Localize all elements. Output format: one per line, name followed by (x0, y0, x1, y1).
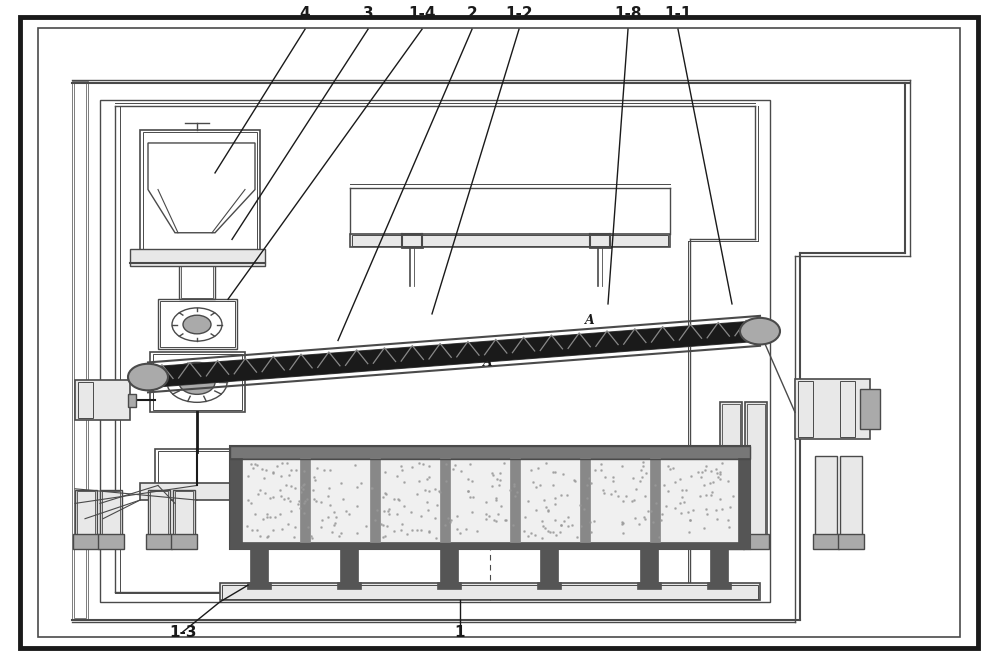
Bar (352, 235, 668, 246)
Bar (840, 381, 855, 437)
Bar (650, 458, 660, 542)
Circle shape (183, 315, 211, 334)
Bar (220, 583, 760, 600)
Bar (230, 542, 750, 549)
Bar (74, 82, 86, 618)
Bar (148, 490, 170, 535)
Bar (150, 352, 245, 412)
Bar (140, 483, 260, 500)
Bar (337, 582, 361, 589)
Bar (128, 394, 136, 407)
Bar (840, 456, 862, 535)
Bar (722, 404, 740, 534)
Bar (370, 458, 380, 542)
Text: A: A (585, 314, 595, 327)
Bar (72, 81, 88, 620)
Bar (181, 257, 213, 298)
Bar (720, 402, 742, 535)
Text: 1-1: 1-1 (664, 6, 692, 21)
Bar (230, 446, 750, 549)
Bar (171, 534, 197, 549)
Bar (158, 299, 237, 349)
Bar (150, 491, 168, 534)
Bar (813, 534, 839, 549)
Bar (158, 451, 237, 483)
Text: 2: 2 (467, 6, 477, 21)
Text: 4: 4 (300, 6, 310, 21)
Bar (78, 382, 93, 418)
Bar (340, 547, 358, 585)
Bar (102, 491, 120, 534)
Bar (98, 534, 124, 549)
Bar (160, 301, 235, 347)
Bar (437, 582, 461, 589)
Bar (300, 458, 310, 542)
Bar (250, 547, 268, 585)
Bar (77, 491, 95, 534)
Bar (440, 547, 458, 585)
Bar (230, 446, 750, 458)
Text: 1-8: 1-8 (614, 6, 642, 21)
Circle shape (128, 364, 168, 390)
Bar (540, 547, 558, 585)
Bar (130, 249, 265, 266)
Text: 1-3: 1-3 (169, 624, 197, 640)
Bar (222, 585, 758, 598)
Bar (146, 534, 172, 549)
Bar (143, 132, 257, 254)
Bar (230, 446, 242, 549)
Text: 3: 3 (363, 6, 373, 21)
Text: 1-2: 1-2 (505, 6, 533, 21)
Bar (745, 402, 767, 535)
Bar (795, 379, 870, 439)
Bar (707, 582, 731, 589)
Bar (440, 458, 450, 542)
Bar (173, 490, 195, 535)
Bar (710, 547, 728, 585)
Bar (580, 458, 590, 542)
Bar (838, 534, 864, 549)
Bar (537, 582, 561, 589)
Bar (798, 381, 813, 437)
Circle shape (740, 318, 780, 344)
Bar (100, 490, 122, 535)
Bar (153, 354, 242, 410)
Bar (247, 582, 271, 589)
Bar (738, 446, 750, 549)
Bar (175, 491, 193, 534)
Bar (155, 449, 240, 485)
Bar (75, 380, 130, 420)
Bar (815, 456, 837, 535)
Bar (73, 534, 99, 549)
Bar (140, 130, 260, 256)
Bar (747, 404, 765, 534)
Bar (100, 100, 770, 602)
Text: A': A' (483, 356, 497, 369)
Circle shape (179, 370, 215, 394)
Text: 1: 1 (455, 624, 465, 640)
Bar (860, 389, 880, 429)
Bar (637, 582, 661, 589)
Bar (75, 490, 97, 535)
Bar (640, 547, 658, 585)
Bar (350, 234, 670, 247)
Bar (718, 534, 744, 549)
Bar (179, 256, 215, 299)
Polygon shape (148, 321, 760, 388)
Bar (743, 534, 769, 549)
Bar (510, 458, 520, 542)
Bar (230, 446, 750, 459)
Text: 1-4: 1-4 (408, 6, 436, 21)
